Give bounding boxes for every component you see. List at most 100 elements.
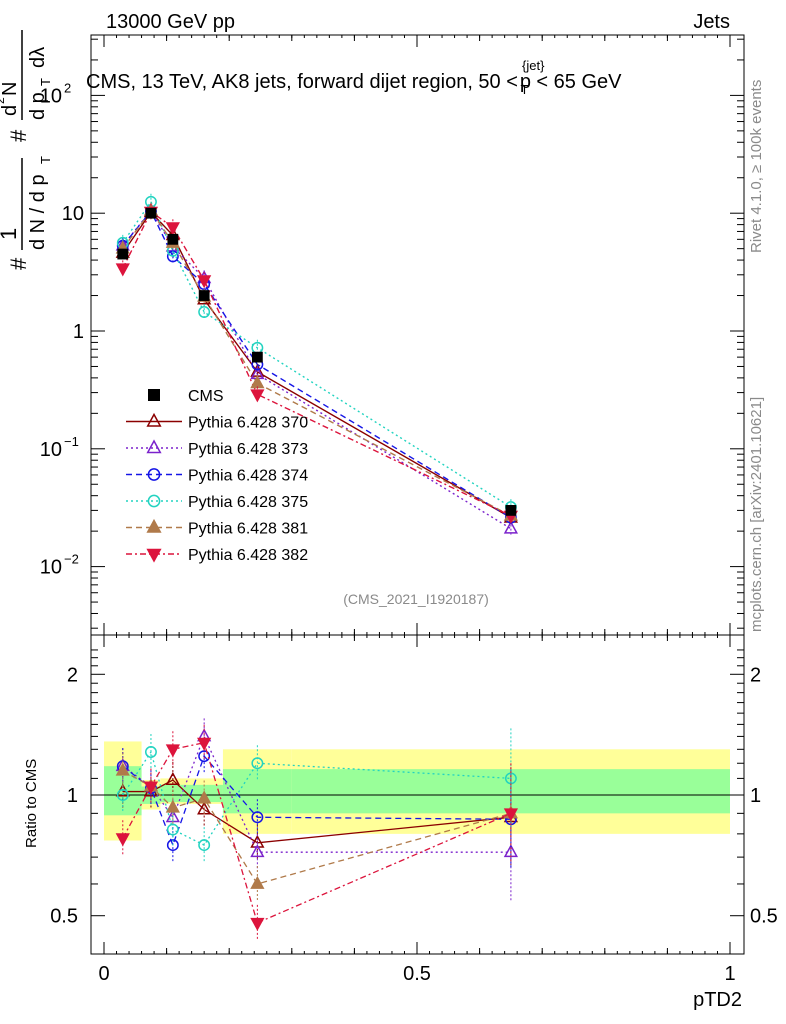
ratio-line-2 xyxy=(122,754,511,847)
series-lines xyxy=(122,200,512,530)
legend-label: Pythia 6.428 375 xyxy=(188,494,308,511)
ratio-point-1 xyxy=(250,844,265,858)
plot-title-sup: {jet} xyxy=(522,58,545,73)
legend-marker xyxy=(147,494,161,508)
rivet-version-label: Rivet 4.1.0, ≥ 100k events xyxy=(748,80,765,253)
y-label-dl: dλ xyxy=(27,47,49,68)
ratio-line-1 xyxy=(122,734,511,853)
series-point-1 xyxy=(503,520,519,534)
series-point-3 xyxy=(198,306,211,318)
ratio-point-4 xyxy=(250,875,265,889)
x-tick-label: 1 xyxy=(724,963,735,985)
y-tick-label: 10 xyxy=(40,557,62,579)
y-label-T: T xyxy=(38,156,53,164)
ratio-point-5 xyxy=(143,781,159,795)
y-label-N: N xyxy=(0,82,21,96)
legend-marker xyxy=(146,548,162,563)
series-line-1 xyxy=(122,209,512,530)
legend-label: CMS xyxy=(188,388,224,405)
x-axis-label: pTD2 xyxy=(693,989,742,1011)
ratio-point-3 xyxy=(145,746,157,758)
y-tick-exp: 2 xyxy=(64,80,71,95)
legend-label: Pythia 6.428 370 xyxy=(188,415,308,432)
y-tick-label: 10 xyxy=(40,85,62,107)
y-label-one: 1 xyxy=(0,228,21,240)
y-tick-exp: −2 xyxy=(64,552,79,567)
legend-marker xyxy=(147,468,161,481)
plot-title: CMS, 13 TeV, AK8 jets, forward dijet reg… xyxy=(86,58,622,97)
ratio-tick-label: 2 xyxy=(67,664,78,686)
ratio-point-5 xyxy=(503,808,519,822)
ratio-point-3 xyxy=(116,789,129,801)
y-tick-label: 10 xyxy=(62,203,84,225)
energy-label: 13000 GeV pp xyxy=(106,11,235,33)
ratio-line-3 xyxy=(122,750,511,846)
ratio-tick-label: 1 xyxy=(67,785,78,807)
plot-title-tail: < 65 GeV xyxy=(536,71,622,93)
ratio-point-4 xyxy=(197,790,212,804)
ratio-point-5 xyxy=(115,833,130,847)
ratio-point-3 xyxy=(198,839,211,852)
ratio-point-2 xyxy=(251,811,264,824)
ratio-point-0 xyxy=(165,771,180,785)
y-label-dndpt: d N / d p xyxy=(27,174,49,250)
series-line-5 xyxy=(122,210,512,517)
plot-title-main: CMS, 13 TeV, AK8 jets, forward dijet reg… xyxy=(86,71,518,93)
data-point xyxy=(198,290,210,301)
series-point-5 xyxy=(250,389,265,403)
y-label-hash: # xyxy=(6,257,31,270)
series-point-5 xyxy=(197,275,212,289)
y-tick-label: 1 xyxy=(73,321,84,343)
plot-title-p: p xyxy=(520,71,531,93)
data-point xyxy=(145,207,157,219)
upper-frame xyxy=(90,34,745,636)
series-point-5 xyxy=(165,222,180,236)
series-line-0 xyxy=(122,211,512,519)
series-point-5 xyxy=(115,263,130,277)
legend-label: Pythia 6.428 382 xyxy=(188,547,308,564)
ratio-tick-label: 0.5 xyxy=(50,906,78,928)
y-label-d2: d xyxy=(0,105,21,116)
series-line-2 xyxy=(122,209,512,519)
ratio-point-2 xyxy=(198,750,211,763)
ratio-point-4 xyxy=(115,762,130,776)
y-tick-exp: −1 xyxy=(64,434,79,449)
upper-y-label: # 1 d N / d p T # d 2 N d p T dλ xyxy=(0,30,53,270)
legend-label: Pythia 6.428 373 xyxy=(188,441,308,458)
ratio-point-3 xyxy=(251,757,264,770)
ratio-line-5 xyxy=(122,741,512,924)
data-point xyxy=(117,248,129,260)
legend-marker xyxy=(146,439,162,454)
analysis-id: (CMS_2021_I1920187) xyxy=(343,591,489,607)
ratio-tick-label-right: 2 xyxy=(750,664,761,686)
ratio-bands xyxy=(104,741,730,841)
series-marks xyxy=(115,193,519,537)
ratio-lines xyxy=(115,718,519,941)
plot-title-sub: T xyxy=(520,82,528,97)
legend-marker xyxy=(146,518,162,533)
category-label: Jets xyxy=(693,11,730,33)
data-point xyxy=(251,351,263,363)
ratio-tick-label-right: 0.5 xyxy=(750,906,778,928)
x-tick-label: 0.5 xyxy=(403,963,431,985)
y-label-T2: T xyxy=(38,78,53,86)
x-tick-label: 0 xyxy=(98,963,109,985)
ratio-point-3 xyxy=(166,823,179,836)
ratio-point-5 xyxy=(250,917,265,931)
ratio-tick-label-right: 1 xyxy=(750,785,761,807)
legend-marker xyxy=(148,389,160,401)
legend: CMS Pythia 6.428 370 Pythia 6.428 373 Pythi… xyxy=(126,388,308,564)
ratio-point-4 xyxy=(165,799,180,813)
y-tick-label: 10 xyxy=(40,439,62,461)
y-label-two: 2 xyxy=(0,97,7,104)
ratio-point-5 xyxy=(197,737,212,751)
legend-label: Pythia 6.428 374 xyxy=(188,468,308,485)
ratio-y-label: Ratio to CMS xyxy=(23,759,40,848)
y-label-hash2: # xyxy=(6,129,31,142)
legend-label: Pythia 6.428 381 xyxy=(188,521,308,538)
band-green-3 xyxy=(222,769,292,814)
ratio-point-5 xyxy=(165,744,180,758)
y-label-dpt: d p xyxy=(27,92,49,120)
